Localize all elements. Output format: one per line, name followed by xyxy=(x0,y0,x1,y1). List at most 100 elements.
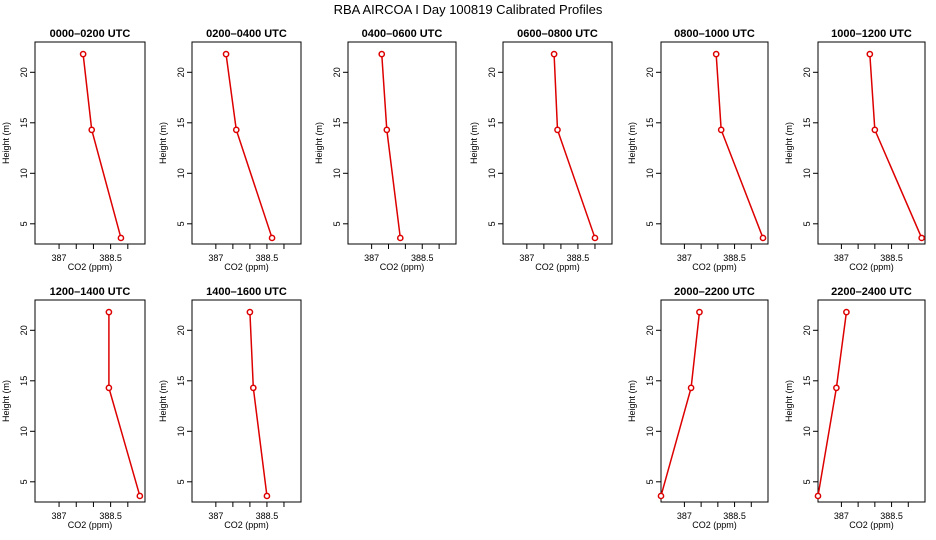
y-tick-label: 20 xyxy=(176,325,186,335)
y-axis-label: Height (m) xyxy=(627,122,637,164)
y-tick-label: 5 xyxy=(645,479,655,484)
x-tick-label: 387 xyxy=(208,511,223,521)
y-tick-label: 10 xyxy=(645,168,655,178)
y-tick-label: 15 xyxy=(332,118,342,128)
profile-line xyxy=(869,54,923,239)
profile-line xyxy=(249,312,268,497)
data-point xyxy=(79,50,87,58)
panel-title: 0800–1000 UTC xyxy=(674,28,755,40)
x-tick-label: 387 xyxy=(834,253,849,263)
y-tick-label: 20 xyxy=(487,67,497,77)
data-point xyxy=(232,126,240,134)
x-axis-label: CO2 (ppm) xyxy=(849,520,894,530)
y-axis-label: Height (m) xyxy=(158,380,168,422)
y-axis-label: Height (m) xyxy=(627,380,637,422)
x-tick-label: 387 xyxy=(677,253,692,263)
panel-title: 1200–1400 UTC xyxy=(50,286,131,298)
data-point xyxy=(550,50,558,58)
panel-title: 1400–1600 UTC xyxy=(206,286,287,298)
chart-panel: 2200–2400 UTC 387 388.5 5 10 15 20 CO2 (ppm) Hei… xyxy=(784,286,926,530)
data-point xyxy=(687,384,695,392)
data-point xyxy=(717,126,725,134)
data-point xyxy=(814,492,822,500)
x-tick-label: 388.5 xyxy=(99,253,122,263)
x-tick-label: 387 xyxy=(834,511,849,521)
y-axis-label: Height (m) xyxy=(784,122,794,164)
data-point xyxy=(657,492,665,500)
chart-panel: 1400–1600 UTC 387 388.5 5 10 15 20 CO2 (ppm) Hei… xyxy=(158,286,302,530)
data-point xyxy=(136,492,144,500)
data-point xyxy=(378,50,386,58)
x-axis-label: CO2 (ppm) xyxy=(535,262,580,272)
y-tick-label: 20 xyxy=(19,67,29,77)
y-tick-label: 5 xyxy=(645,221,655,226)
profile-line xyxy=(715,54,764,239)
data-point xyxy=(866,50,874,58)
x-tick-label: 388.5 xyxy=(256,253,279,263)
profile-line xyxy=(553,54,596,239)
data-point xyxy=(249,384,257,392)
y-tick-label: 5 xyxy=(332,221,342,226)
plot-frame xyxy=(34,299,146,503)
y-axis-label: Height (m) xyxy=(158,122,168,164)
data-point xyxy=(117,234,125,242)
plot-frame xyxy=(502,41,613,245)
chart-panel: 0000–0200 UTC 387 388.5 5 10 15 20 CO2 (ppm) Hei… xyxy=(1,28,146,272)
y-axis-label: Height (m) xyxy=(1,122,11,164)
y-tick-label: 15 xyxy=(487,118,497,128)
data-point xyxy=(105,384,113,392)
x-tick-label: 388.5 xyxy=(723,253,746,263)
y-tick-label: 10 xyxy=(487,168,497,178)
x-axis-label: CO2 (ppm) xyxy=(224,520,269,530)
x-axis-label: CO2 (ppm) xyxy=(68,262,113,272)
y-tick-label: 10 xyxy=(19,168,29,178)
plot-frame xyxy=(817,41,926,245)
data-point xyxy=(833,384,840,392)
y-tick-label: 5 xyxy=(802,221,812,226)
x-tick-label: 388.5 xyxy=(567,253,590,263)
y-tick-label: 10 xyxy=(19,426,29,436)
data-point xyxy=(712,50,720,58)
x-tick-label: 388.5 xyxy=(256,511,279,521)
data-point xyxy=(246,308,254,316)
profile-line xyxy=(225,54,273,239)
profile-line xyxy=(381,54,402,239)
y-tick-label: 5 xyxy=(176,221,186,226)
y-tick-label: 5 xyxy=(19,479,29,484)
y-tick-label: 15 xyxy=(176,376,186,386)
plot-frame xyxy=(34,41,146,245)
profile-line xyxy=(660,312,701,497)
y-tick-label: 15 xyxy=(176,118,186,128)
y-tick-label: 20 xyxy=(645,325,655,335)
y-tick-label: 20 xyxy=(19,325,29,335)
chart-panel: 0800–1000 UTC 387 388.5 5 10 15 20 CO2 (ppm) Hei… xyxy=(627,28,769,272)
y-tick-label: 10 xyxy=(176,168,186,178)
x-tick-label: 388.5 xyxy=(723,511,746,521)
x-axis-label: CO2 (ppm) xyxy=(692,262,737,272)
data-point xyxy=(396,234,404,242)
y-tick-label: 20 xyxy=(332,67,342,77)
x-axis-label: CO2 (ppm) xyxy=(849,262,894,272)
panel-title: 0000–0200 UTC xyxy=(50,28,131,40)
panel-title: 0600–0800 UTC xyxy=(517,28,598,40)
y-tick-label: 20 xyxy=(802,67,812,77)
data-point xyxy=(88,126,96,134)
y-tick-label: 10 xyxy=(645,426,655,436)
y-tick-label: 15 xyxy=(19,376,29,386)
data-point xyxy=(696,308,703,316)
x-axis-label: CO2 (ppm) xyxy=(380,262,425,272)
x-tick-label: 388.5 xyxy=(411,253,434,263)
y-tick-label: 10 xyxy=(332,168,342,178)
y-axis-label: Height (m) xyxy=(784,380,794,422)
figure-title: RBA AIRCOA I Day 100819 Calibrated Profi… xyxy=(333,2,603,17)
chart-panel: 0200–0400 UTC 387 388.5 5 10 15 20 CO2 (ppm) Hei… xyxy=(158,28,302,272)
y-tick-label: 15 xyxy=(645,118,655,128)
y-tick-label: 5 xyxy=(802,479,812,484)
y-tick-label: 15 xyxy=(802,376,812,386)
panel-title: 1000–1200 UTC xyxy=(831,28,912,40)
x-tick-label: 388.5 xyxy=(99,511,122,521)
y-tick-label: 20 xyxy=(176,67,186,77)
profile-line xyxy=(817,312,848,497)
y-tick-label: 10 xyxy=(802,168,812,178)
x-tick-label: 387 xyxy=(364,253,379,263)
